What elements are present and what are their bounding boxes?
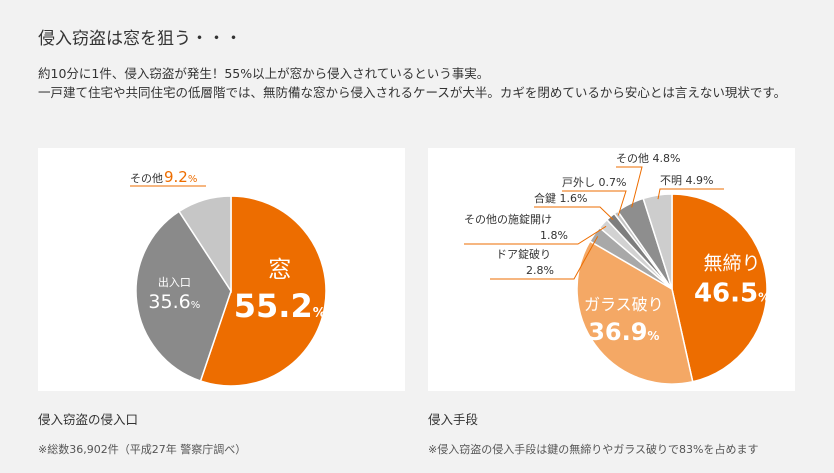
slice-label-other-unlock: その他の施錠開け	[464, 212, 552, 226]
method-note: ※侵入窃盗の侵入手段は鍵の無締りやガラス破りで83%を占めます	[428, 443, 759, 456]
leader-line-door-removal	[562, 190, 627, 216]
method-caption: 侵入手段	[428, 412, 479, 427]
intro-line-1: 約10分に1件、侵入窃盗が発生！55%以上が窓から侵入されているという事実。	[38, 66, 490, 81]
leader-line-duplicate-key	[534, 206, 614, 220]
slice-value-other: 9.2%	[164, 168, 197, 186]
slice-label-glass: ガラス破り	[584, 295, 664, 314]
slice-value-unlocked: 46.5%	[694, 278, 770, 308]
leader-line-door-lock	[490, 236, 599, 280]
leader-line-unknown	[657, 188, 724, 200]
intro-line-2: 一戸建て住宅や共同住宅の低層階では、無防備な窓から侵入されるケースが大半。カギを…	[38, 85, 787, 100]
entry-slice-2	[178, 195, 232, 294]
entry-point-chart-panel: 窓 55.2% 出入口 35.6% その他 9.2%	[38, 148, 405, 391]
slice-label-unlocked: 無締り	[704, 252, 761, 274]
entry-slice-1	[135, 210, 232, 382]
leader-line-other-unlock	[464, 225, 607, 245]
slice-label-unknown: 不明 4.9%	[660, 174, 713, 187]
entry-point-caption: 侵入窃盗の侵入口	[38, 412, 139, 427]
slice-label-entrance: 出入口	[158, 275, 191, 289]
slice-value-other-unlock: 1.8%	[540, 229, 568, 242]
method-slice-1	[576, 240, 694, 385]
entry-slice-0	[199, 195, 327, 387]
slice-value-entrance: 35.6%	[148, 291, 200, 313]
slice-value-window: 55.2%	[234, 287, 326, 325]
intro-text: 約10分に1件、侵入窃盗が発生！55%以上が窓から侵入されているという事実。 一…	[38, 64, 808, 102]
method-slice-0	[671, 193, 768, 383]
slice-label-door-removal: 戸外し 0.7%	[562, 176, 626, 189]
method-slice-7	[642, 193, 673, 290]
slice-label-door-lock: ドア錠破り	[496, 247, 551, 261]
entry-point-note: ※総数36,902件（平成27年 警察庁調べ）	[38, 443, 247, 456]
leader-line-other	[616, 166, 643, 208]
slice-value-door-lock: 2.8%	[526, 264, 554, 277]
page-heading: 侵入窃盗は窓を狙う・・・	[38, 29, 242, 49]
slice-label-other: その他 4.8%	[616, 152, 680, 165]
slice-label-window: 窓	[268, 257, 291, 283]
method-pie-chart: 無締り46.5%ガラス破り36.9%ドア錠破り2.8%その他の施錠開け1.8%合…	[464, 152, 770, 385]
slice-label-other: その他	[130, 172, 163, 185]
slice-label-duplicate-key: 合鍵 1.6%	[534, 191, 587, 205]
method-chart-panel: 無締り 46.5% ガラス破り 36.9% ドア錠破り 2.8% その他の施錠開け 1.8% 合…	[428, 148, 795, 391]
entry-point-pie-chart: 窓 55.2% 出入口 35.6% その他 9.2%	[130, 168, 327, 387]
